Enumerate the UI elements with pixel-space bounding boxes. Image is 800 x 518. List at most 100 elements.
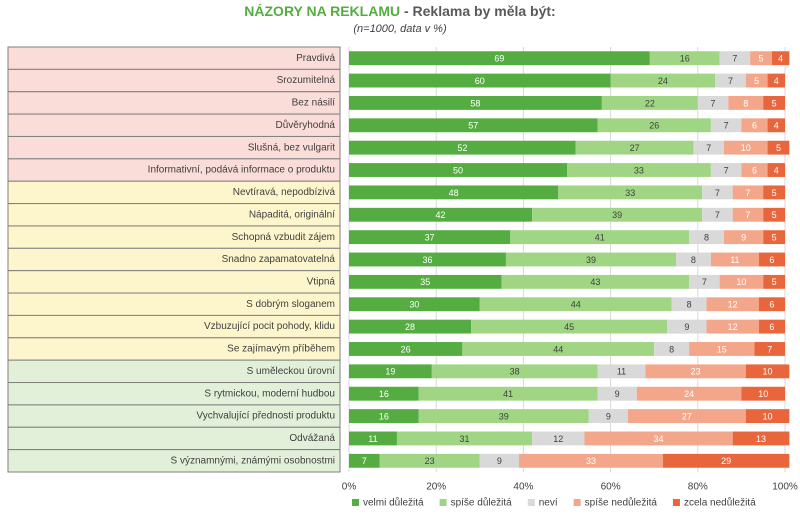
bar-segment: [741, 163, 768, 177]
bar-segment: [349, 163, 567, 177]
row-label: S dobrým sloganem: [246, 299, 335, 310]
bar-segment: [710, 252, 759, 267]
bar-segment: [723, 140, 768, 155]
legend-label: neví: [539, 498, 558, 509]
row-label-box: [7, 91, 341, 115]
value-label: 10: [736, 277, 746, 287]
bar-segment: [728, 95, 764, 110]
value-label: 7: [745, 210, 750, 220]
value-label: 16: [379, 411, 389, 421]
bar-segment: [689, 274, 720, 289]
x-tick-label: 80%: [688, 482, 708, 493]
row-label: Nápaditá, originální: [249, 209, 335, 220]
bar-segment: [689, 342, 755, 356]
value-label: 31: [460, 434, 470, 444]
legend-label: velmi důležitá: [363, 497, 424, 509]
bar-segment: [532, 431, 585, 446]
x-tick-label: 100%: [772, 482, 798, 493]
value-label: 7: [715, 210, 720, 220]
bar-segment: [741, 118, 768, 133]
value-label: 9: [606, 411, 611, 421]
value-label: 37: [425, 233, 435, 243]
bar-segment: [349, 319, 472, 334]
bar-segment: [418, 386, 598, 401]
bar-segment: [349, 185, 559, 200]
bar-segment: [349, 95, 602, 110]
bar-segment: [349, 297, 480, 312]
bar-segment: [667, 319, 707, 334]
bar-segment: [710, 163, 742, 177]
bar-segment: [758, 297, 785, 312]
bar-segment: [745, 409, 790, 424]
value-label: 27: [630, 143, 640, 153]
value-label: 16: [379, 389, 389, 399]
bar-segment: [710, 118, 742, 133]
bar-segment: [479, 297, 672, 312]
value-label: 10: [763, 411, 773, 421]
bar-segment: [349, 140, 576, 155]
value-label: 34: [654, 434, 664, 444]
row-label-box: [7, 270, 341, 294]
bar-segment: [741, 386, 785, 401]
legend-swatch: [527, 499, 535, 506]
row-label: S významnými, známými osobnostmi: [171, 455, 336, 466]
value-label: 22: [645, 98, 655, 108]
bar-segment: [349, 207, 533, 222]
value-label: 26: [401, 344, 411, 354]
bar-segment: [597, 364, 646, 379]
bar-segment: [519, 453, 663, 468]
bar-segment: [479, 453, 520, 468]
value-label: 10: [741, 143, 751, 153]
bar-segment: [715, 73, 746, 88]
bar-segment: [471, 319, 668, 334]
bar-segment: [558, 185, 703, 200]
bar-segment: [723, 230, 764, 245]
value-label: 8: [691, 255, 696, 265]
bar-segment: [510, 230, 690, 245]
bar-segment: [628, 409, 746, 424]
row-label: Odvážaná: [289, 433, 335, 444]
value-label: 50: [453, 165, 463, 175]
bar-segment: [396, 431, 533, 446]
row-label-box: [7, 46, 341, 70]
bar-segment: [767, 73, 785, 88]
bar-segment: [349, 453, 380, 468]
value-label: 41: [595, 233, 605, 243]
row-label-box: [7, 449, 341, 473]
bar-segment: [597, 386, 637, 401]
bar-segment: [349, 364, 432, 379]
bar-segment: [763, 207, 785, 222]
legend-label: spíše důležitá: [451, 497, 513, 509]
value-label: 33: [586, 456, 596, 466]
bar-segment: [349, 51, 650, 66]
legend-swatch: [352, 499, 359, 506]
value-label: 7: [724, 121, 729, 131]
value-label: 44: [553, 344, 563, 354]
value-label: 5: [754, 76, 759, 86]
bar-segment: [418, 409, 589, 424]
bar-segment: [758, 319, 785, 334]
value-label: 44: [571, 300, 581, 310]
bar-segment: [349, 252, 506, 267]
bar-segment: [763, 274, 785, 289]
value-label: 8: [687, 300, 692, 310]
value-label: 13: [756, 434, 766, 444]
x-tick-label: 20%: [426, 482, 446, 493]
value-label: 24: [658, 76, 668, 86]
value-label: 57: [468, 121, 478, 131]
value-label: 39: [612, 210, 622, 220]
value-label: 5: [772, 98, 777, 108]
bar-segment: [610, 73, 716, 88]
value-label: 41: [503, 389, 513, 399]
bar-segment: [745, 73, 768, 88]
legend-swatch: [573, 499, 581, 506]
bar-segment: [732, 185, 764, 200]
value-label: 42: [436, 210, 446, 220]
value-label: 33: [634, 165, 644, 175]
value-label: 7: [732, 54, 737, 64]
value-label: 7: [362, 456, 367, 466]
value-label: 5: [759, 54, 764, 64]
bar-segment: [575, 140, 694, 155]
value-label: 6: [752, 165, 757, 175]
value-label: 69: [494, 54, 504, 64]
